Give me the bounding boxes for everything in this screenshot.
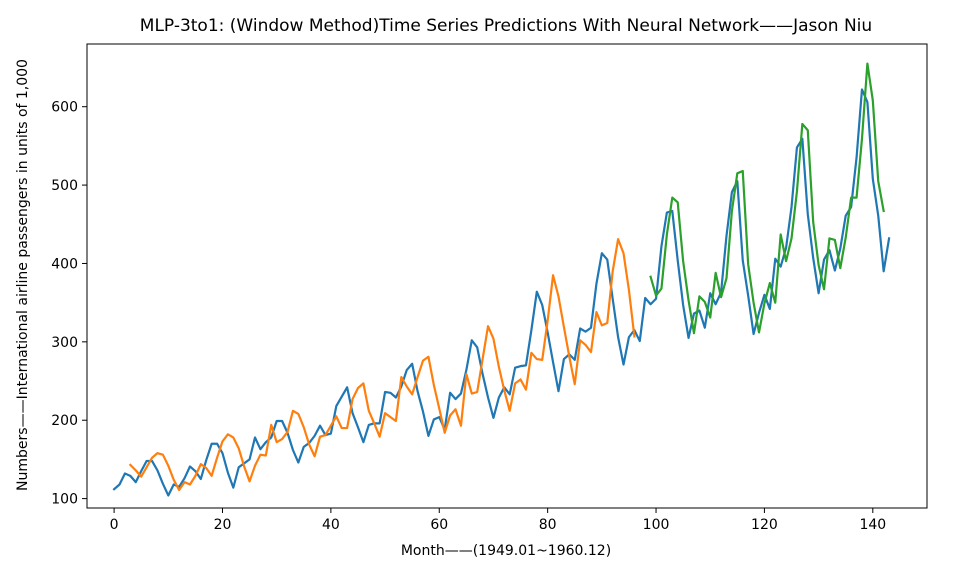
x-tick-label: 40 (322, 517, 340, 533)
chart-title: MLP-3to1: (Window Method)Time Series Pre… (140, 16, 872, 36)
y-tick-label: 500 (51, 178, 78, 194)
y-tick-label: 400 (51, 256, 78, 272)
x-tick-label: 20 (214, 517, 232, 533)
x-tick-label: 0 (110, 517, 119, 533)
x-tick-label: 60 (430, 517, 448, 533)
y-tick-label: 200 (51, 413, 78, 429)
x-tick-label: 80 (539, 517, 557, 533)
series-line-3 (649, 62, 885, 335)
y-tick-label: 100 (51, 492, 78, 508)
plot-frame (86, 43, 928, 509)
x-tick-label: 100 (643, 517, 670, 533)
series-line-2 (128, 238, 636, 492)
x-axis: 0 20 40 60 80 100 120 140 (110, 508, 886, 533)
x-axis-title: Month——(1949.01~1960.12) (401, 543, 611, 559)
plot-area (112, 62, 891, 497)
y-tick-label: 300 (51, 335, 78, 351)
y-axis-title: Numbers——International airline passenger… (15, 59, 31, 491)
x-tick-label: 120 (751, 517, 778, 533)
y-tick-label: 600 (51, 100, 78, 116)
x-tick-label: 140 (859, 517, 886, 533)
y-axis: 100 200 300 400 500 600 (51, 100, 87, 508)
